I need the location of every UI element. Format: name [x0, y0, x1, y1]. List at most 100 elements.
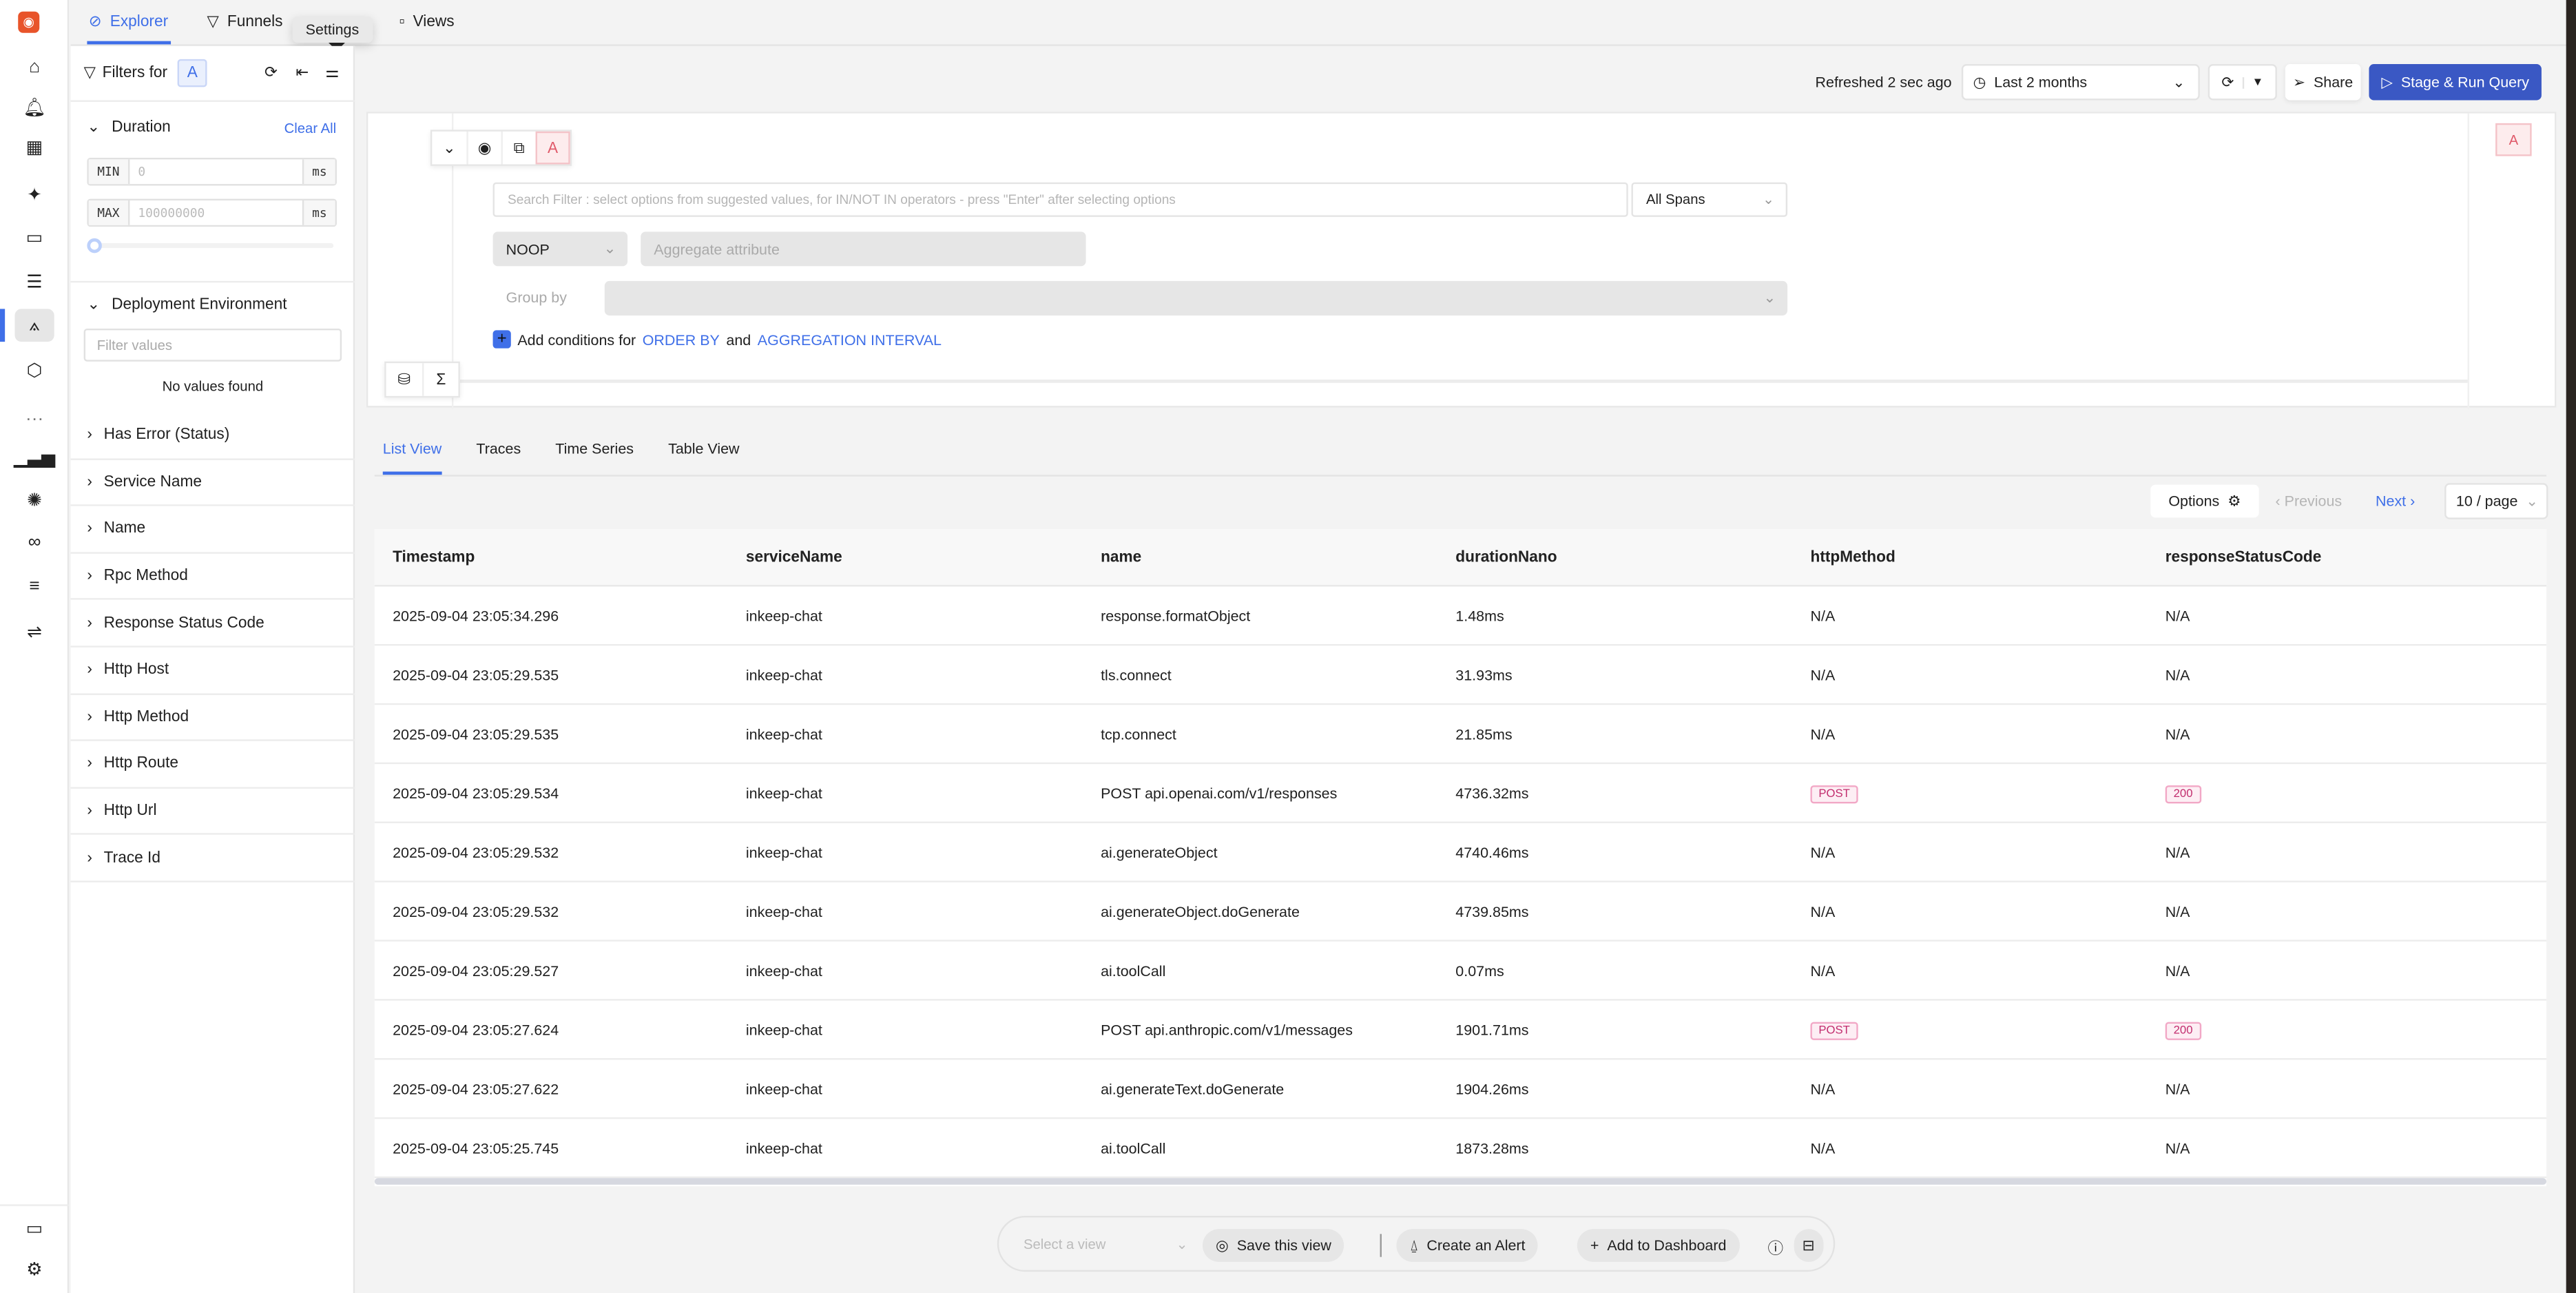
column-header[interactable]: responseStatusCode: [2165, 548, 2322, 567]
column-header[interactable]: Timestamp: [393, 548, 475, 567]
settings-gear-icon[interactable]: ⚙: [26, 1259, 43, 1279]
column-header[interactable]: httpMethod: [1810, 548, 1895, 567]
column-header[interactable]: name: [1101, 548, 1142, 567]
table-cell: inkeep-chat: [745, 1022, 822, 1039]
table-row[interactable]: 2025-09-04 23:05:29.527 inkeep-chat ai.too…: [374, 942, 2547, 1001]
lines-icon[interactable]: ≡: [29, 577, 40, 597]
table-row[interactable]: 2025-09-04 23:05:29.535 inkeep-chat tcp.co…: [374, 705, 2547, 765]
table-cell: 2025-09-04 23:05:29.535: [393, 726, 559, 743]
options-button[interactable]: Options ⚙: [2150, 484, 2259, 518]
filter-item[interactable]: › Http Host: [70, 648, 355, 694]
column-header[interactable]: serviceName: [745, 548, 842, 567]
page-size-select[interactable]: 10 / page ⌄: [2444, 483, 2548, 519]
add-query-database-icon[interactable]: ⛁: [397, 370, 411, 389]
view-tab[interactable]: Time Series: [555, 440, 634, 457]
refresh-button[interactable]: ⟳ ▼: [2208, 64, 2277, 101]
time-range-select[interactable]: ◷ Last 2 months ⌄: [1961, 64, 2200, 101]
more-dots-icon[interactable]: ···: [25, 408, 44, 429]
dashboards-grid-icon[interactable]: ▦: [25, 137, 43, 157]
tab-views[interactable]: ▫ Views: [399, 13, 455, 32]
slider-handle[interactable]: [87, 238, 102, 254]
save-view-button[interactable]: ◎ Save this view: [1202, 1229, 1345, 1262]
tab-explorer[interactable]: ⊘ Explorer: [88, 13, 169, 32]
binoculars-icon[interactable]: ∞: [28, 532, 41, 552]
table-row[interactable]: 2025-09-04 23:05:29.534 inkeep-chat POST a…: [374, 764, 2547, 823]
query-badge-right[interactable]: A: [2495, 123, 2532, 156]
filter-values-input[interactable]: Filter values: [83, 329, 342, 362]
add-formula-sigma-icon[interactable]: Σ: [422, 363, 458, 396]
column-header[interactable]: durationNano: [1455, 548, 1557, 567]
filter-item[interactable]: › Rpc Method: [70, 553, 355, 601]
views-icon: ▫: [399, 13, 405, 32]
infrastructure-cubes-icon[interactable]: ⬡: [26, 360, 43, 381]
collapse-bar-button[interactable]: ⊟: [1794, 1229, 1823, 1262]
share-button[interactable]: ➢ Share: [2285, 64, 2361, 101]
view-tab[interactable]: List View: [382, 440, 442, 475]
aggregation-interval-link[interactable]: AGGREGATION INTERVAL: [757, 331, 942, 348]
view-tab[interactable]: Table View: [668, 440, 740, 457]
create-alert-button[interactable]: ⍙ Create an Alert: [1396, 1229, 1539, 1262]
duration-max-input[interactable]: MAX 100000000 ms: [87, 198, 337, 227]
table-row[interactable]: 2025-09-04 23:05:27.624 inkeep-chat POST a…: [374, 1001, 2547, 1060]
traces-icon[interactable]: ⟑: [14, 309, 54, 342]
order-by-link[interactable]: ORDER BY: [642, 331, 720, 348]
query-label-a[interactable]: A: [535, 131, 570, 165]
table-row[interactable]: 2025-09-04 23:05:29.532 inkeep-chat ai.gen…: [374, 882, 2547, 942]
caret-down-icon[interactable]: ▼: [2242, 76, 2263, 88]
pipelines-icon[interactable]: ⇌: [27, 621, 43, 642]
info-icon[interactable]: ⓘ: [1767, 1240, 1784, 1259]
search-filter-input[interactable]: Search Filter : select options from sugg…: [492, 182, 1628, 217]
stage-run-query-button[interactable]: ▷ Stage & Run Query: [2369, 64, 2542, 101]
table-row[interactable]: 2025-09-04 23:05:25.745 inkeep-chat ai.too…: [374, 1119, 2547, 1179]
duration-min-input[interactable]: MIN 0 ms: [87, 157, 337, 186]
table-row[interactable]: 2025-09-04 23:05:27.622 inkeep-chat ai.gen…: [374, 1059, 2547, 1119]
add-to-dashboard-button[interactable]: + Add to Dashboard: [1577, 1229, 1740, 1262]
refresh-icon[interactable]: ⟳: [264, 64, 278, 83]
previous-button[interactable]: ‹ Previous: [2275, 493, 2343, 510]
messages-icon[interactable]: ▭: [25, 1218, 43, 1239]
alerts-bell-icon[interactable]: 🔔︎: [23, 97, 46, 118]
alert-bell-icon: ⍙: [1409, 1236, 1419, 1253]
settings-sliders-icon[interactable]: ⚌: [325, 64, 340, 83]
select-view-dropdown[interactable]: Select a view ⌄: [1024, 1236, 1188, 1252]
next-button[interactable]: Next ›: [2375, 493, 2416, 510]
filter-item[interactable]: › Response Status Code: [70, 601, 355, 648]
table-cell: 1.48ms: [1455, 608, 1504, 625]
clear-all-link[interactable]: Clear All: [284, 120, 337, 136]
chevron-down-icon[interactable]: ⌄: [442, 138, 456, 157]
filter-item[interactable]: › Http Method: [70, 694, 355, 742]
duration-header[interactable]: ⌄ Duration: [87, 118, 171, 136]
view-tab[interactable]: Traces: [476, 440, 521, 457]
table-cell: 4736.32ms: [1455, 785, 1529, 802]
table-row[interactable]: 2025-09-04 23:05:34.296 inkeep-chat respon…: [374, 587, 2547, 646]
table-row[interactable]: 2025-09-04 23:05:29.535 inkeep-chat tls.co…: [374, 645, 2547, 705]
aggregate-attribute-input[interactable]: Aggregate attribute: [641, 231, 1086, 267]
home-icon[interactable]: ⌂: [29, 57, 41, 78]
filter-item[interactable]: › Name: [70, 506, 355, 554]
deployment-environment-header[interactable]: ⌄ Deployment Environment: [87, 296, 287, 314]
filter-item[interactable]: › Trace Id: [70, 836, 355, 882]
chevron-down-icon: ⌄: [1763, 190, 1775, 207]
sparkle-cursor-icon[interactable]: ✦: [27, 185, 43, 205]
logs-scroll-icon[interactable]: ☰: [26, 271, 43, 292]
duration-slider[interactable]: [90, 243, 334, 249]
copy-icon[interactable]: ⧉: [501, 131, 535, 165]
eye-icon[interactable]: ◉: [466, 131, 501, 165]
tab-funnels[interactable]: ▽ Funnels: [207, 13, 283, 32]
logo-icon[interactable]: ◉: [18, 11, 40, 33]
filter-item[interactable]: › Http Route: [70, 741, 355, 789]
horizontal-scrollbar[interactable]: [374, 1178, 2547, 1185]
table-cell: 21.85ms: [1455, 726, 1513, 743]
filter-item[interactable]: › Has Error (Status): [70, 413, 355, 459]
plus-icon[interactable]: +: [492, 330, 511, 349]
spans-select[interactable]: All Spans ⌄: [1631, 182, 1788, 217]
metrics-bar-chart-icon[interactable]: ▁▃▅: [13, 447, 56, 468]
collapse-left-icon[interactable]: ⇤: [295, 64, 309, 83]
exceptions-bug-icon[interactable]: ✺: [27, 490, 43, 510]
filter-item[interactable]: › Http Url: [70, 788, 355, 836]
aggregate-operator-select[interactable]: NOOP ⌄: [492, 231, 628, 267]
table-row[interactable]: 2025-09-04 23:05:29.532 inkeep-chat ai.gen…: [374, 823, 2547, 882]
filter-item[interactable]: › Service Name: [70, 459, 355, 507]
group-by-select[interactable]: ⌄: [604, 280, 1788, 316]
storage-icon[interactable]: ▭: [25, 227, 43, 247]
